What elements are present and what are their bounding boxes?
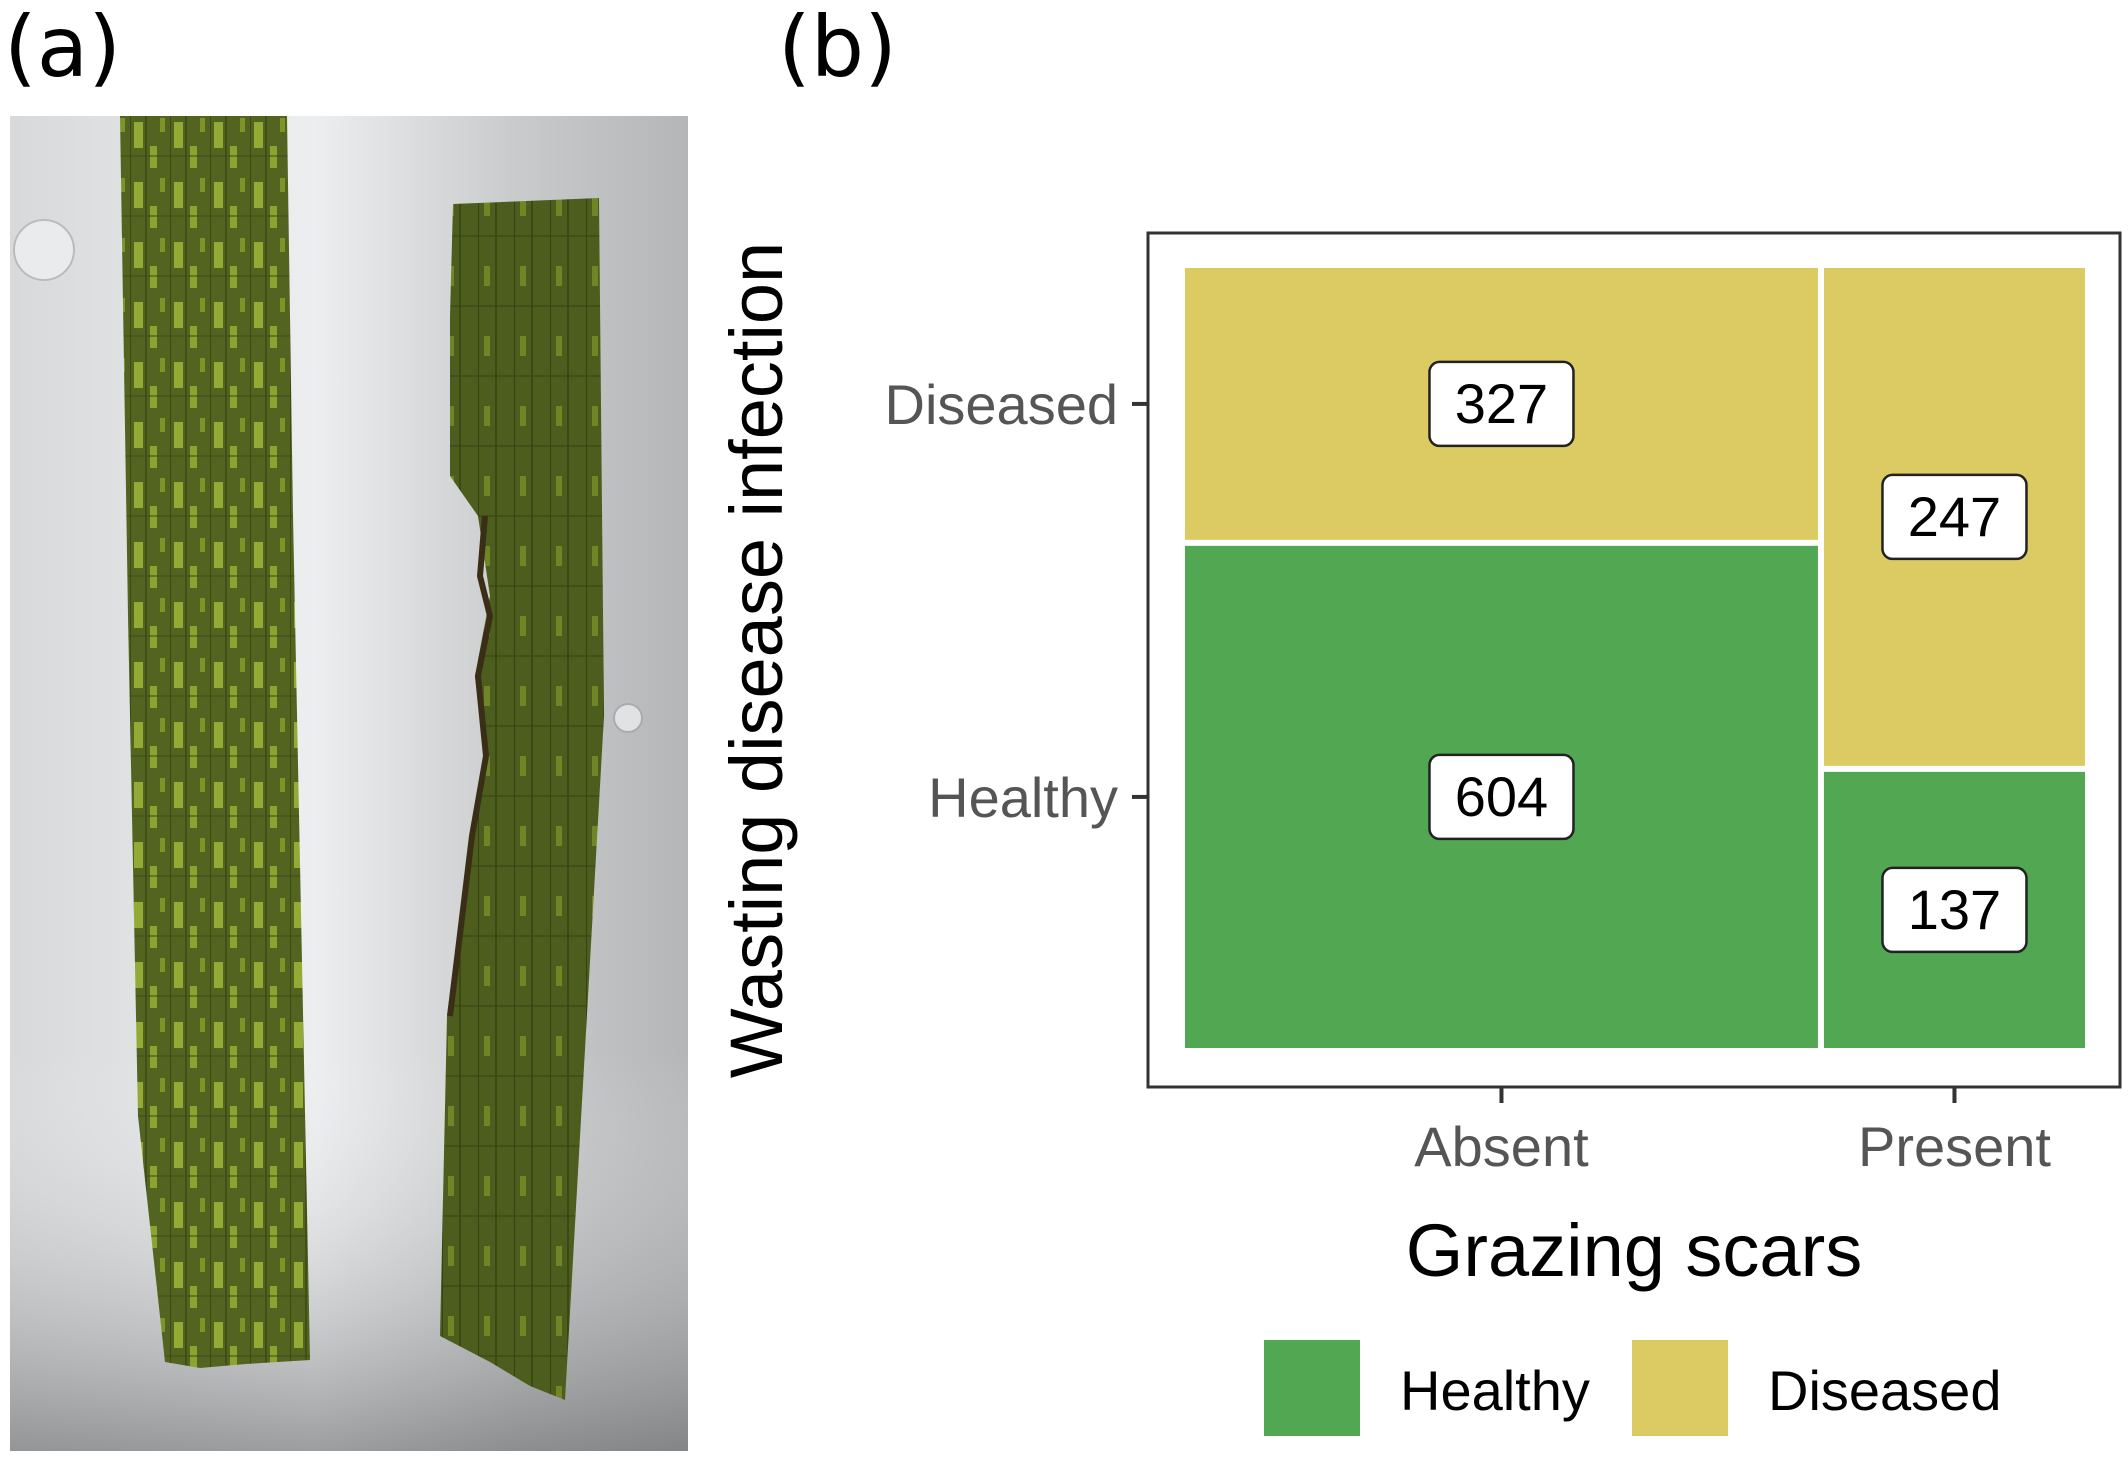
legend-swatch-healthy (1264, 1340, 1360, 1436)
count-label-box-present-healthy (1881, 866, 2028, 954)
y-tick-label-diseased: Diseased (885, 373, 1118, 436)
x-tick-label-present: Present (1858, 1115, 2051, 1178)
count-label-box-absent-healthy (1428, 753, 1575, 841)
legend-swatch-diseased (1632, 1340, 1728, 1436)
count-label-absent-diseased: 327 (1455, 372, 1548, 435)
panel-label-a: (a) (4, 0, 122, 96)
count-label-absent-healthy: 604 (1455, 765, 1548, 828)
x-tick-label-absent: Absent (1414, 1115, 1589, 1178)
y-axis-title: Wasting disease infection (715, 242, 798, 1078)
y-tick-label-healthy: Healthy (928, 766, 1118, 829)
count-label-present-diseased: 247 (1908, 485, 2001, 548)
count-label-present-healthy: 137 (1908, 878, 2001, 941)
count-label-box-present-diseased (1881, 473, 2028, 561)
legend-label-healthy: Healthy (1400, 1359, 1590, 1422)
count-label-box-absent-diseased (1428, 360, 1575, 448)
panel-label-b: (b) (778, 0, 897, 96)
seagrass-leaf-photo-icon (10, 116, 688, 1451)
x-axis-title: Grazing scars (1406, 1209, 1862, 1292)
legend-label-diseased: Diseased (1768, 1359, 2001, 1422)
